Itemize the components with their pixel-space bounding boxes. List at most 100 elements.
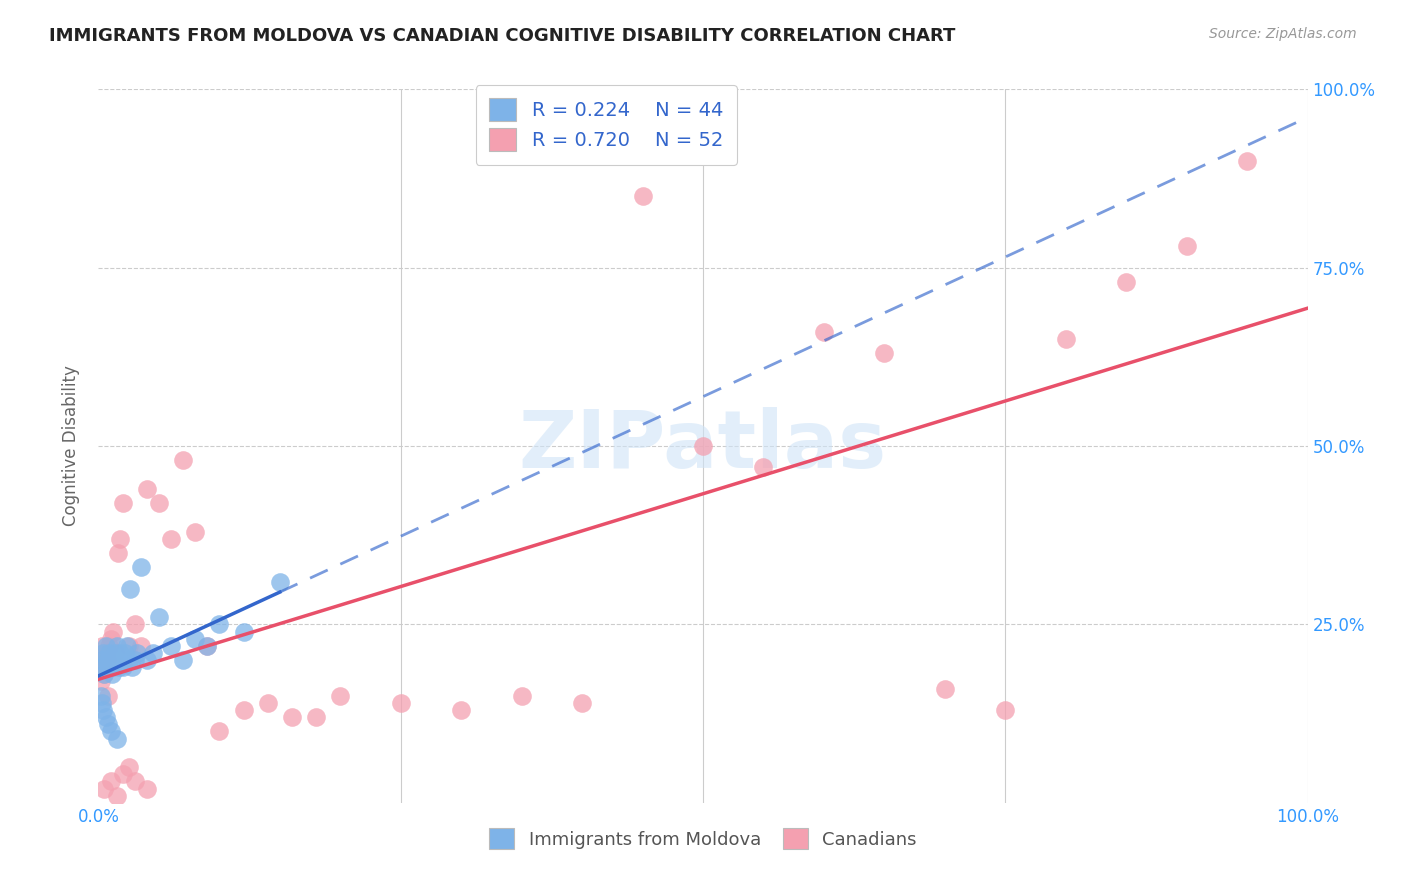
Point bbox=[111, 496, 134, 510]
Point bbox=[98, 639, 121, 653]
Point bbox=[124, 653, 146, 667]
Point bbox=[97, 660, 120, 674]
Point bbox=[160, 639, 183, 653]
Point bbox=[873, 346, 896, 360]
Point bbox=[91, 696, 114, 710]
Point bbox=[135, 653, 157, 667]
Point bbox=[110, 653, 132, 667]
Point bbox=[101, 660, 124, 674]
Point bbox=[89, 653, 111, 667]
Point bbox=[108, 660, 131, 674]
Point bbox=[571, 696, 593, 710]
Point bbox=[93, 667, 115, 681]
Point bbox=[108, 532, 131, 546]
Point bbox=[172, 453, 194, 467]
Point bbox=[118, 653, 141, 667]
Point bbox=[91, 646, 114, 660]
Point bbox=[184, 524, 207, 539]
Point bbox=[105, 639, 128, 653]
Point bbox=[103, 653, 125, 667]
Point bbox=[269, 574, 291, 589]
Point bbox=[93, 781, 115, 796]
Point bbox=[108, 646, 131, 660]
Point bbox=[105, 789, 128, 803]
Point bbox=[195, 639, 218, 653]
Point bbox=[305, 710, 328, 724]
Point bbox=[94, 646, 117, 660]
Point bbox=[813, 325, 835, 339]
Text: IMMIGRANTS FROM MOLDOVA VS CANADIAN COGNITIVE DISABILITY CORRELATION CHART: IMMIGRANTS FROM MOLDOVA VS CANADIAN COGN… bbox=[49, 27, 956, 45]
Point bbox=[142, 646, 165, 660]
Point bbox=[90, 653, 112, 667]
Point bbox=[124, 774, 146, 789]
Point bbox=[100, 632, 122, 646]
Point bbox=[97, 689, 120, 703]
Point bbox=[107, 546, 129, 560]
Text: ZIPatlas: ZIPatlas bbox=[519, 407, 887, 485]
Point bbox=[1115, 275, 1137, 289]
Point bbox=[111, 660, 134, 674]
Point bbox=[114, 646, 136, 660]
Point bbox=[994, 703, 1017, 717]
Point bbox=[98, 646, 121, 660]
Point bbox=[104, 646, 127, 660]
Point bbox=[91, 703, 114, 717]
Point bbox=[90, 689, 112, 703]
Point bbox=[107, 653, 129, 667]
Point bbox=[135, 482, 157, 496]
Point bbox=[127, 646, 149, 660]
Point bbox=[96, 653, 118, 667]
Point bbox=[1054, 332, 1077, 346]
Point bbox=[631, 189, 654, 203]
Text: Source: ZipAtlas.com: Source: ZipAtlas.com bbox=[1209, 27, 1357, 41]
Y-axis label: Cognitive Disability: Cognitive Disability bbox=[62, 366, 80, 526]
Point bbox=[129, 639, 152, 653]
Point bbox=[1236, 153, 1258, 168]
Point bbox=[118, 639, 141, 653]
Point bbox=[256, 696, 278, 710]
Point bbox=[389, 696, 412, 710]
Point bbox=[104, 646, 127, 660]
Point bbox=[172, 653, 194, 667]
Point bbox=[232, 703, 254, 717]
Point bbox=[100, 667, 122, 681]
Legend: Immigrants from Moldova, Canadians: Immigrants from Moldova, Canadians bbox=[479, 819, 927, 858]
Point bbox=[96, 653, 118, 667]
Point bbox=[124, 617, 146, 632]
Point bbox=[281, 710, 304, 724]
Point bbox=[91, 660, 114, 674]
Point bbox=[232, 624, 254, 639]
Point bbox=[184, 632, 207, 646]
Point bbox=[510, 689, 533, 703]
Point bbox=[117, 639, 139, 653]
Point bbox=[94, 639, 117, 653]
Point bbox=[111, 767, 134, 781]
Point bbox=[329, 689, 352, 703]
Point bbox=[1175, 239, 1198, 253]
Point bbox=[118, 760, 141, 774]
Point bbox=[148, 496, 170, 510]
Point bbox=[129, 560, 152, 574]
Point bbox=[90, 674, 112, 689]
Point bbox=[93, 667, 115, 681]
Point bbox=[752, 460, 775, 475]
Point bbox=[100, 653, 122, 667]
Point bbox=[450, 703, 472, 717]
Point bbox=[91, 639, 114, 653]
Point bbox=[91, 660, 114, 674]
Point bbox=[148, 610, 170, 624]
Point bbox=[121, 660, 143, 674]
Point bbox=[160, 532, 183, 546]
Point bbox=[208, 724, 231, 739]
Point bbox=[934, 681, 956, 696]
Point bbox=[105, 731, 128, 746]
Point bbox=[195, 639, 218, 653]
Point bbox=[118, 582, 141, 596]
Point bbox=[97, 717, 120, 731]
Point bbox=[100, 774, 122, 789]
Point bbox=[101, 624, 124, 639]
Point bbox=[135, 781, 157, 796]
Point bbox=[94, 710, 117, 724]
Point bbox=[692, 439, 714, 453]
Point bbox=[208, 617, 231, 632]
